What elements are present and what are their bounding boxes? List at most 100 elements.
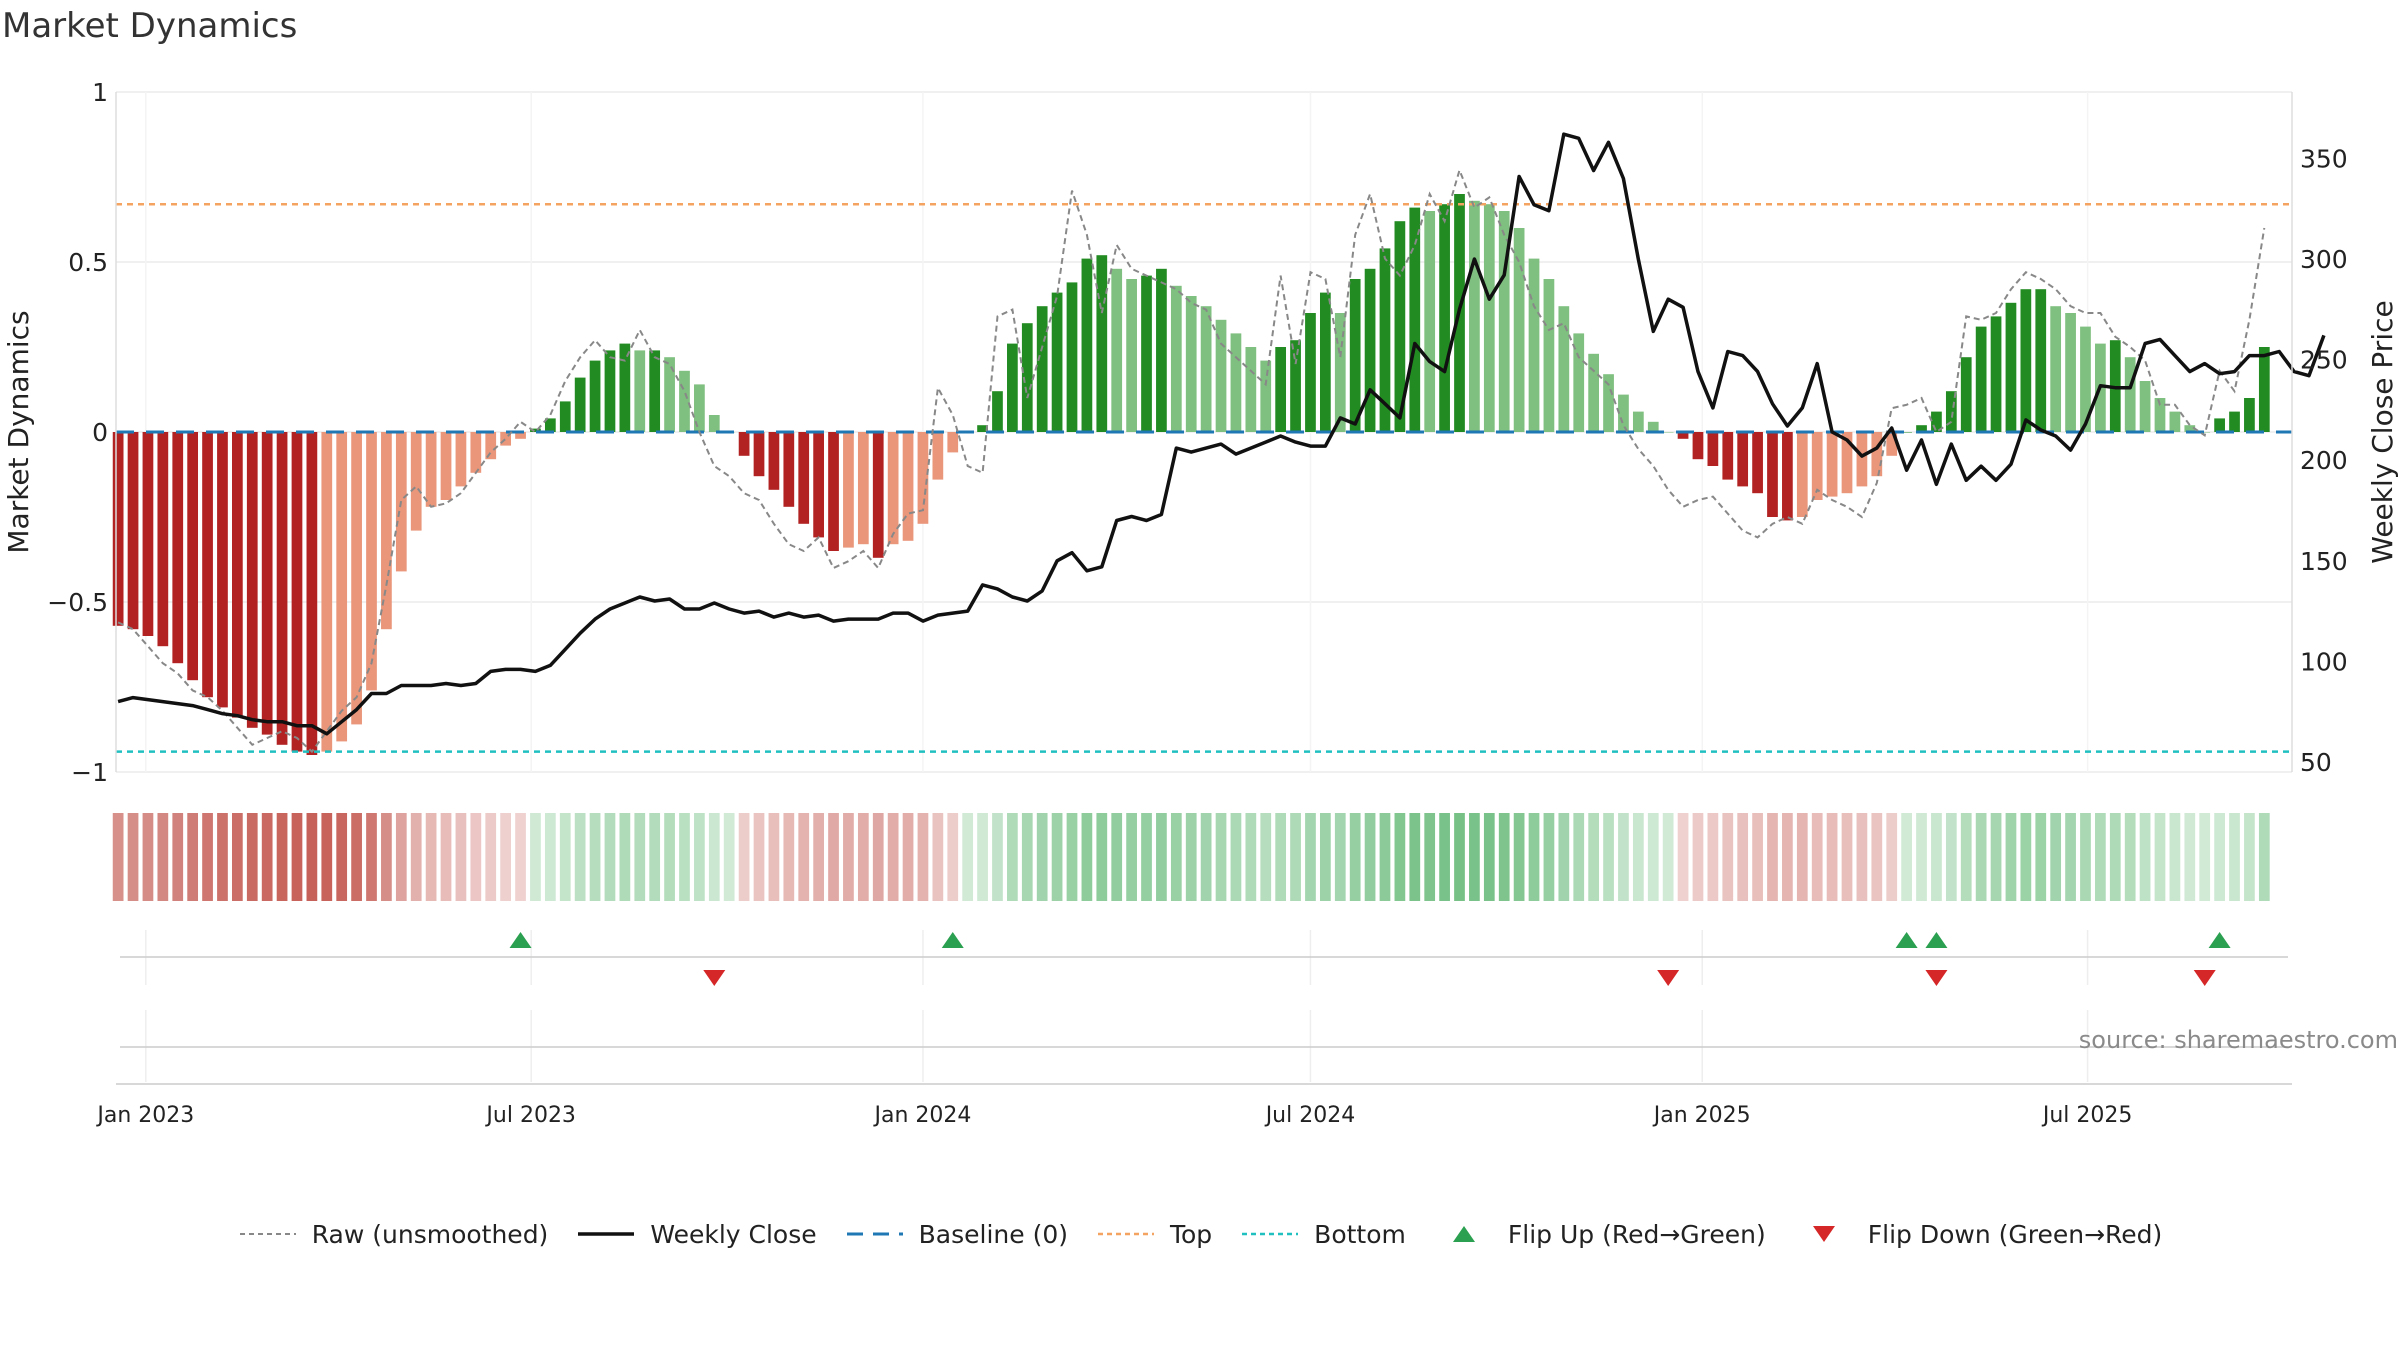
legend-symbol [1794,1221,1854,1247]
dynamics-bar [1916,425,1927,432]
heat-strip-cell [1170,813,1182,901]
heat-strip-cell [1707,813,1719,901]
heat-strip-cell [2005,813,2017,901]
heat-strip-cell [708,813,720,901]
dynamics-bar [664,357,675,432]
dynamics-bar [336,432,348,742]
dynamics-bar [1021,323,1033,432]
dynamics-bar [604,350,616,432]
heat-strip-cell [1662,813,1674,901]
flip-down-marker [703,970,726,986]
legend-symbol [1434,1221,1494,1247]
dynamics-bar [2154,398,2166,432]
dynamics-bar [1081,258,1093,432]
heat-strip-cell [738,813,750,901]
heat-strip-cell [172,813,184,901]
heat-strip-cell [813,813,824,901]
dynamics-bar [172,432,184,664]
heat-strip-cell [1901,813,1912,901]
dynamics-bar [1960,357,1972,432]
dynamics-bar [947,432,959,453]
legend-symbol [1240,1221,1300,1247]
y-right-tick-label: 100 [2300,647,2348,676]
heat-strip-cell [544,813,556,901]
legend-item: Flip Down (Green→Red) [1794,1220,2162,1249]
heat-strip-cell [798,813,810,901]
heat-strip-cell [336,813,348,901]
x-tick-label: Jan 2024 [872,1103,971,1128]
heat-strip-cell [306,813,318,901]
dynamics-bar [1647,421,1659,432]
dynamics-bar [753,432,765,477]
heat-strip-cell [753,813,765,901]
dynamics-bar [544,418,556,432]
dynamics-bar [1439,204,1450,432]
heat-strip-cell [1245,813,1257,901]
heat-strip-cell [1796,813,1808,901]
heat-strip-cell [1439,813,1450,901]
heat-strip-cell [1051,813,1063,901]
heat-strip-cell [2139,813,2151,901]
heat-strip-cell [2124,813,2136,901]
legend-label: Top [1169,1219,1213,1249]
heat-strip-cell [1409,813,1421,901]
dynamics-bar [1349,279,1361,432]
dynamics-bar [1782,432,1793,521]
dynamics-bar [2020,289,2032,432]
legend-label: Raw (unsmoothed) [311,1219,549,1249]
heat-strip-cell [425,813,437,901]
dynamics-bar [1722,432,1734,480]
heat-strip-cell [2035,813,2047,901]
flip-down-marker [2193,970,2216,986]
flip-up-marker [1895,932,1918,948]
dynamics-bar [559,401,571,432]
heat-strip-cell [187,813,199,901]
dynamics-bar [112,432,124,626]
market-dynamics-chart: 1 0.5 0 −0.5 −1 350 300 250 200 150 100 50 Jan 2023 J… [2,78,2399,1128]
heat-strip-cell [1454,813,1465,901]
heat-strip-cell [261,813,273,901]
legend-label: Bottom [1314,1219,1406,1249]
dynamics-bar [1573,333,1585,432]
heat-strip-cell [962,813,974,901]
dynamics-bar [768,432,780,490]
heat-strip-cell [1394,813,1406,901]
dynamics-bar [261,432,273,735]
heat-strip-cell [664,813,675,901]
heat-strip-cell [1543,813,1555,901]
dynamics-bar [932,432,944,480]
heat-strip-cell [1826,813,1838,901]
heat-strip-cell [1469,813,1480,901]
flip-down-marker [1657,970,1680,986]
heat-strip-cell [1647,813,1659,901]
heat-strip-cell [1424,813,1436,901]
heat-strip-cell [1931,813,1942,901]
dynamics-bar [1677,432,1689,439]
flip-up-marker [1925,932,1948,948]
dynamics-bar [1662,432,1674,433]
dynamics-bar [1334,313,1346,432]
dynamics-bar [1379,248,1391,432]
heat-strip-cell [1111,813,1123,901]
dynamics-bar [485,432,497,460]
legend-item: Raw (unsmoothed) [238,1219,549,1249]
heat-strip-cell [321,813,333,901]
heat-strip-cell [1603,813,1614,901]
dynamics-bar [1260,360,1272,432]
dynamics-bar [291,432,303,752]
heat-strip-cell [1379,813,1391,901]
dynamics-bar [1364,268,1376,432]
heat-strip-cell [276,813,288,901]
chart-title: Market Dynamics [2,6,298,46]
dynamics-bars [112,194,2270,755]
dynamics-bar [187,432,199,681]
heat-strip-cell [992,813,1003,901]
heat-strip-cell [1096,813,1108,901]
heat-strip-cell [1021,813,1033,901]
heat-strip-cell [1513,813,1525,901]
heat-strip-cell [1677,813,1689,901]
heat-strip-cell [694,813,705,901]
heat-strip-cell [395,813,407,901]
dynamics-bar [351,432,362,725]
dynamics-bar [1990,316,2002,432]
